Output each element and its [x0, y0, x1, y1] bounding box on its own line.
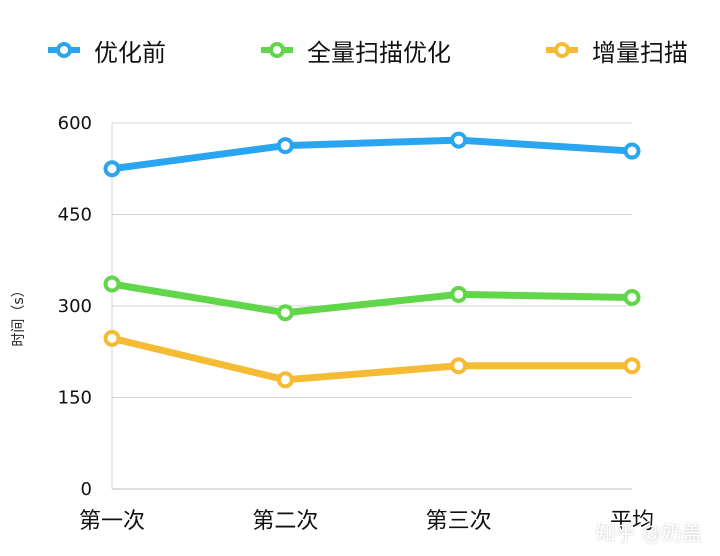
- series-line-0: [108, 136, 636, 173]
- legend-item-1: 全量扫描优化: [261, 33, 451, 68]
- grid-lines: [111, 122, 632, 490]
- legend-marker-0: [48, 42, 80, 58]
- y-tick-label: 0: [81, 479, 92, 500]
- y-tick-label: 150: [58, 388, 92, 409]
- x-tick-label: 第一次: [79, 509, 145, 534]
- series-line-1: [108, 280, 636, 317]
- y-tick-labels: 0 150 300 450 600: [58, 113, 92, 500]
- data-point: [276, 137, 294, 155]
- chart-legend: 优化前 全量扫描优化 增量扫描: [48, 30, 688, 70]
- y-tick-label: 450: [58, 205, 92, 226]
- data-point: [450, 357, 468, 375]
- y-tick-label: 300: [58, 296, 92, 317]
- data-point: [103, 275, 121, 293]
- data-point: [623, 357, 641, 375]
- data-point: [623, 142, 641, 160]
- data-point: [450, 285, 468, 303]
- series-points: [103, 131, 641, 389]
- data-point: [103, 329, 121, 347]
- data-point: [276, 304, 294, 322]
- x-tick-labels: 第一次 第二次 第三次 平均: [79, 509, 654, 534]
- legend-label-0: 优化前: [94, 38, 166, 67]
- x-tick-label: 平均: [610, 509, 654, 534]
- legend-item-2: 增量扫描: [546, 33, 688, 68]
- series-lines: [108, 136, 636, 384]
- data-point: [623, 288, 641, 306]
- y-tick-label: 600: [58, 113, 92, 134]
- data-point: [276, 371, 294, 389]
- legend-item-0: 优化前: [48, 33, 166, 68]
- legend-marker-2: [546, 42, 578, 58]
- x-tick-label: 第二次: [252, 509, 318, 534]
- data-point: [103, 160, 121, 178]
- x-tick-label: 第三次: [426, 509, 492, 534]
- series-line-2: [108, 334, 636, 384]
- data-point: [450, 131, 468, 149]
- watermark: 知乎 @奶盖: [595, 521, 702, 545]
- legend-marker-1: [261, 42, 293, 58]
- legend-label-1: 全量扫描优化: [307, 38, 451, 67]
- legend-label-2: 增量扫描: [592, 38, 688, 67]
